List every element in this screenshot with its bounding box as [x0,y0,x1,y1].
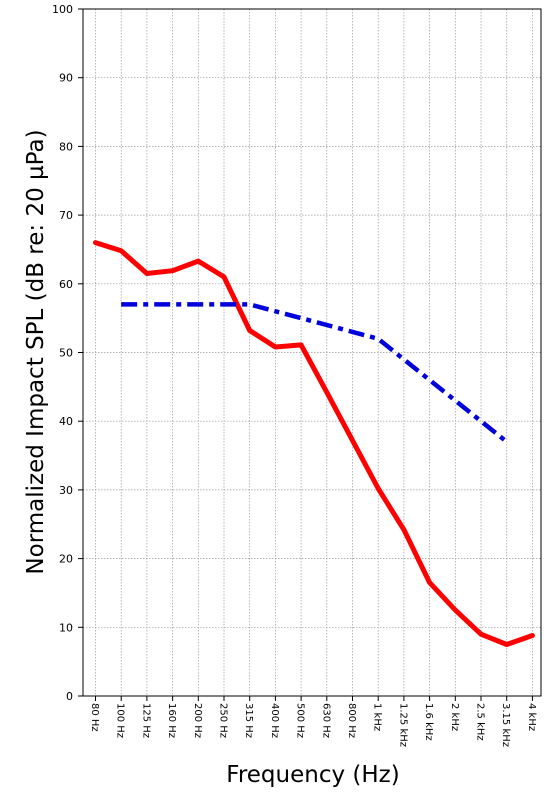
x-tick-label: 400 Hz [269,703,280,738]
x-tick-label: 125 Hz [140,703,151,738]
y-tick-label: 20 [59,553,73,566]
x-tick-label: 1 kHz [372,703,383,731]
y-tick-label: 80 [59,140,73,153]
x-tick-label: 2 kHz [449,703,460,731]
series-lines [93,240,535,647]
x-tick-label: 630 Hz [320,703,331,738]
y-tick-label: 100 [52,3,73,16]
y-tick-label: 40 [59,415,73,428]
y-tick-label: 50 [59,347,73,360]
x-tick-label: 250 Hz [218,703,229,738]
y-tick-label: 90 [59,72,73,85]
y-tick-label: 10 [59,621,73,634]
y-tick-label: 0 [66,690,73,703]
y-tick-label: 70 [59,209,73,222]
y-axis-title: Normalized Impact SPL (dB re: 20 µPa) [23,129,49,574]
series-line-1 [93,240,535,647]
x-tick-label: 3.15 kHz [500,703,511,747]
series-line-2 [121,302,509,444]
x-tick-label: 500 Hz [295,703,306,738]
x-tick-label: 4 kHz [526,703,537,731]
x-axis-ticks: 80 Hz 100 Hz 125 Hz 160 Hz 200 Hz 250 Hz 315 H… [89,696,537,747]
x-tick-label: 80 Hz [89,703,100,732]
grid-lines [83,9,541,696]
y-tick-label: 30 [59,484,73,497]
x-tick-label: 2.5 kHz [475,703,486,741]
y-axis-ticks: 0 10 20 30 40 50 60 70 80 90 100 [52,3,83,703]
x-tick-label: 200 Hz [192,703,203,738]
x-tick-label: 160 Hz [166,703,177,738]
x-tick-label: 800 Hz [346,703,357,738]
x-tick-label: 315 Hz [243,703,254,738]
x-tick-label: 1.25 kHz [397,703,408,747]
x-tick-label: 1.6 kHz [423,703,434,741]
x-tick-label: 100 Hz [115,703,126,738]
y-tick-label: 60 [59,278,73,291]
x-axis-title: Frequency (Hz) [226,762,399,788]
